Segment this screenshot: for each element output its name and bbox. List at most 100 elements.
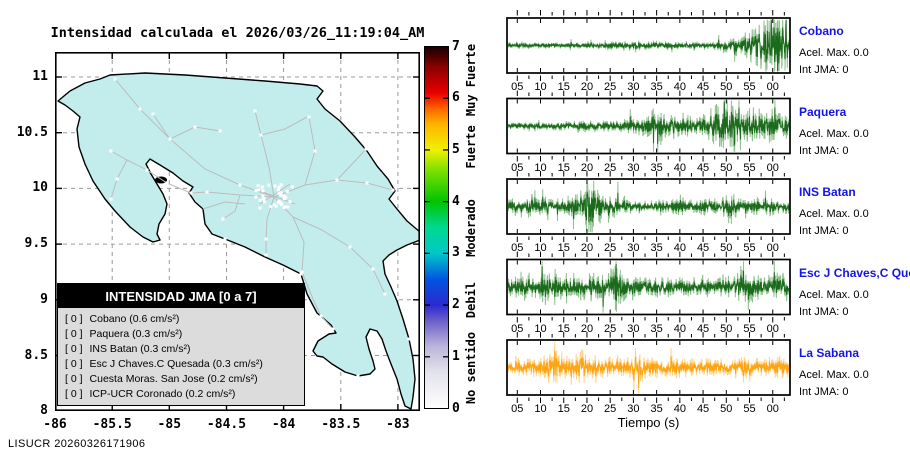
- station-name: Cobano: [799, 24, 844, 38]
- station-acel-max: Acel. Max. 0.0: [799, 369, 869, 381]
- legend-item-intensity: [ 0 ]: [65, 327, 83, 340]
- lon-tick-label: -84.5: [206, 417, 247, 432]
- colorbar-category-label: Debil: [464, 281, 478, 318]
- time-tick-label: 15: [557, 81, 570, 93]
- colorbar-tick-label: 5: [452, 141, 460, 157]
- station-acel-max: Acel. Max. 0.0: [799, 47, 869, 59]
- time-tick-label: 05: [511, 322, 524, 335]
- intensity-colorbar: [424, 46, 449, 409]
- time-tick-label: 00: [766, 161, 779, 174]
- seismogram-traces: [506, 10, 791, 403]
- station-acel-max: Acel. Max. 0.0: [799, 208, 869, 220]
- colorbar-tick-label: 2: [452, 297, 460, 313]
- legend-item-intensity: [ 0 ]: [65, 372, 83, 385]
- time-tick-label: 25: [604, 322, 617, 335]
- time-tick-label: 35: [650, 161, 663, 174]
- legend-item-intensity: [ 0 ]: [65, 387, 83, 400]
- time-tick-label: 45: [696, 403, 710, 415]
- time-tick-label: 25: [604, 242, 617, 254]
- time-tick-label: 00: [766, 322, 779, 335]
- lon-tick-label: -86: [43, 417, 67, 432]
- time-tick-label: 40: [673, 322, 686, 335]
- time-tick-label: 10: [534, 403, 547, 415]
- gulf-island: [155, 176, 167, 184]
- legend-items: [ 0 ] Cobano (0.6 cm/s²) [ 0 ] Paquera (0.3…: [58, 308, 304, 405]
- time-tick-label: 20: [580, 81, 594, 93]
- time-tick-label: 25: [604, 81, 617, 93]
- colorbar-category-label: Moderado: [464, 198, 478, 257]
- station-acel-max: Acel. Max. 0.0: [799, 288, 869, 301]
- time-tick-label: 10: [534, 161, 547, 174]
- lat-tick-label: 9: [40, 291, 48, 307]
- time-tick-label: 15: [557, 403, 570, 415]
- time-tick-label: 00: [766, 242, 779, 254]
- time-tick-label: 55: [743, 403, 756, 415]
- legend-item: [ 0 ] INS Batan (0.3 cm/s²): [58, 341, 304, 356]
- legend-item: [ 0 ] Paquera (0.3 cm/s²): [58, 326, 304, 341]
- lat-tick-label: 10.5: [16, 124, 48, 140]
- time-tick-label: 35: [650, 242, 663, 254]
- time-tick-label: 30: [627, 403, 640, 415]
- lon-tick-label: -84: [271, 417, 296, 432]
- lat-tick-label: 11: [32, 69, 48, 84]
- time-tick-label: 20: [580, 322, 594, 335]
- legend-item-intensity: [ 0 ]: [65, 312, 83, 325]
- time-tick-label: 45: [696, 161, 710, 174]
- legend-item-intensity: [ 0 ]: [65, 357, 83, 370]
- legend-title: INTENSIDAD JMA [0 a 7]: [58, 284, 304, 308]
- legend-item-station: ICP-UCR Coronado (0.2 cm/s²): [89, 387, 236, 400]
- time-tick-label: 00: [766, 81, 779, 93]
- time-tick-label: 35: [650, 403, 663, 415]
- time-tick-label: 30: [627, 161, 640, 174]
- lat-tick-label: 8: [40, 403, 48, 418]
- colorbar-category-label: Muy Fuerte: [464, 43, 478, 117]
- lon-tick-label: -85: [157, 417, 182, 432]
- time-tick-label: 50: [720, 322, 733, 335]
- time-tick-label: 50: [720, 81, 733, 93]
- lon-tick-label: -83: [386, 417, 410, 432]
- time-tick-label: 25: [604, 403, 617, 415]
- legend-item: [ 0 ] Cuesta Moras. San Jose (0.2 cm/s²): [58, 371, 304, 386]
- legend-item-intensity: [ 0 ]: [65, 342, 83, 355]
- legend-item: [ 0 ] ICP-UCR Coronado (0.2 cm/s²): [58, 386, 304, 401]
- colorbar-tick-label: 3: [452, 245, 460, 261]
- time-tick-label: 15: [557, 242, 570, 254]
- station-name: La Sabana: [799, 346, 860, 360]
- legend-item: [ 0 ] Cobano (0.6 cm/s²): [58, 311, 304, 326]
- footer-code: LISUCR 20260326171906: [8, 438, 146, 450]
- colorbar-tick-label: 4: [452, 193, 460, 209]
- time-tick-label: 45: [696, 81, 710, 93]
- time-tick-label: 05: [511, 161, 524, 174]
- legend-item-station: Cobano (0.6 cm/s²): [89, 312, 180, 325]
- time-tick-label: 10: [534, 81, 547, 93]
- time-tick-label: 40: [673, 81, 686, 93]
- time-tick-label: 05: [511, 242, 524, 254]
- legend-item-station: Esc J Chaves.C Quesada (0.3 cm/s²): [89, 357, 263, 370]
- time-tick-label: 50: [720, 242, 733, 254]
- legend-item-station: Paquera (0.3 cm/s²): [89, 327, 183, 340]
- time-tick-label: 35: [650, 322, 663, 335]
- station-name: Esc J Chaves,C Quesada: [799, 265, 910, 280]
- time-tick-label: 05: [511, 403, 524, 415]
- costa-rica-map: [55, 52, 420, 411]
- time-tick-label: 10: [534, 322, 547, 335]
- time-tick-label: 55: [743, 161, 756, 174]
- colorbar-category-label: No sentido: [464, 332, 478, 405]
- time-tick-label: 20: [580, 161, 594, 174]
- legend-item-station: INS Batan (0.3 cm/s²): [89, 342, 191, 355]
- station-int-jma: Int JMA: 0: [799, 64, 849, 76]
- station-markers: [109, 77, 411, 378]
- time-tick-label: 40: [673, 242, 686, 254]
- lat-tick-label: 8.5: [24, 347, 48, 363]
- station-int-jma: Int JMA: 0: [799, 305, 849, 318]
- time-tick-label: 30: [627, 322, 640, 335]
- station-name: Paquera: [799, 104, 847, 119]
- time-axis-label: Tiempo (s): [617, 415, 680, 430]
- time-tick-label: 10: [534, 242, 547, 254]
- colorbar-tick-label: 6: [452, 90, 460, 106]
- time-tick-label: 15: [557, 161, 570, 174]
- intensity-legend: INTENSIDAD JMA [0 a 7] [ 0 ] Cobano (0.6 …: [57, 283, 305, 406]
- time-tick-label: 40: [673, 403, 686, 415]
- station-name: INS Batan: [799, 185, 856, 199]
